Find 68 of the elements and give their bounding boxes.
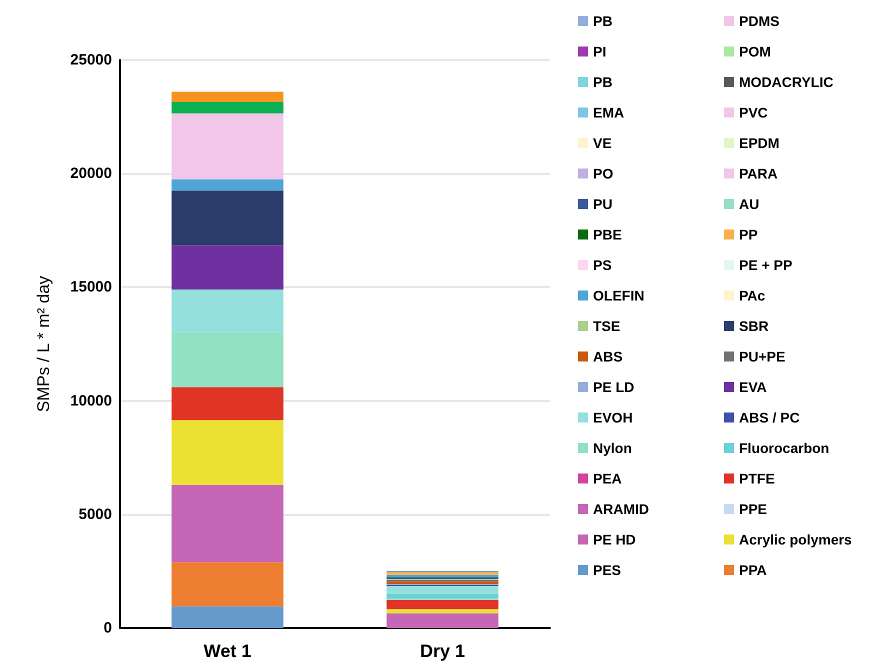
bar xyxy=(172,606,284,628)
x-tick-label: Wet 1 xyxy=(204,641,252,661)
bar xyxy=(172,387,284,420)
legend-label: EMA xyxy=(593,104,624,120)
bar xyxy=(386,581,498,584)
legend-label: PB xyxy=(593,13,612,29)
bar xyxy=(172,332,284,388)
y-tick-label: 25000 xyxy=(70,52,112,68)
legend-label: PO xyxy=(593,166,614,182)
legend-label: PEA xyxy=(593,470,622,486)
legend-label: PE LD xyxy=(593,379,634,395)
legend-label: ABS xyxy=(593,348,623,364)
legend-label: POM xyxy=(739,44,771,60)
legend-label: ABS / PC xyxy=(739,410,800,426)
legend-label: Acrylic polymers xyxy=(739,532,852,548)
bar xyxy=(386,574,498,578)
y-tick-label: 10000 xyxy=(70,392,112,410)
bar xyxy=(386,586,498,594)
bar xyxy=(172,113,284,180)
legend-label: PE HD xyxy=(593,532,636,548)
legend-label: PI xyxy=(593,44,606,60)
legend-label: PTFE xyxy=(739,470,775,486)
legend-label: PP xyxy=(739,226,758,242)
bar xyxy=(386,572,498,575)
legend-label: PB xyxy=(593,74,612,90)
bar xyxy=(172,420,284,485)
legend-label: PDMS xyxy=(739,13,780,29)
legend-label: PPA xyxy=(739,562,767,578)
y-tick-label: 0 xyxy=(104,620,112,636)
bar xyxy=(386,594,498,598)
legend-label: PAc xyxy=(739,288,766,304)
y-tick-label: 15000 xyxy=(70,278,112,296)
bar xyxy=(172,92,284,102)
legend-label: AU xyxy=(739,196,760,212)
legend-label: SBR xyxy=(739,318,769,334)
legend-label: Fluorocarbon xyxy=(739,440,830,456)
legend-label: PVC xyxy=(739,104,768,120)
legend-label: ARAMID xyxy=(593,501,649,517)
legend-label: EVA xyxy=(739,379,767,395)
bar xyxy=(386,600,498,610)
legend-label: PBE xyxy=(593,226,622,242)
legend-label: Nylon xyxy=(593,440,632,456)
legend-label: PARA xyxy=(739,166,778,182)
legend-label: PS xyxy=(593,257,612,273)
y-tick-label: 5000 xyxy=(78,506,112,523)
bar xyxy=(172,245,284,290)
bar xyxy=(172,102,284,114)
legend-label: EVOH xyxy=(593,410,633,426)
legend-label: VE xyxy=(593,135,612,151)
legend-label: PU xyxy=(593,196,612,212)
bar xyxy=(172,484,284,562)
bar xyxy=(386,613,498,628)
bar xyxy=(172,562,284,606)
bar xyxy=(172,190,284,246)
bar xyxy=(386,609,498,614)
x-tick-label: Dry 1 xyxy=(420,641,466,661)
legend-label: EPDM xyxy=(739,135,780,151)
bar xyxy=(172,289,284,333)
legend-label: TSE xyxy=(593,318,620,334)
legend-label: MODACRYLIC xyxy=(739,74,834,90)
y-tick-label: 20000 xyxy=(70,165,112,182)
legend-label: PE + PP xyxy=(739,257,792,273)
legend-label: OLEFIN xyxy=(593,288,644,304)
legend-label: PPE xyxy=(739,501,768,517)
y-axis-title: SMPs / L * m² day xyxy=(34,275,53,412)
legend-label: PES xyxy=(593,562,622,578)
bar xyxy=(172,179,284,191)
legend-label: PU+PE xyxy=(739,348,786,364)
